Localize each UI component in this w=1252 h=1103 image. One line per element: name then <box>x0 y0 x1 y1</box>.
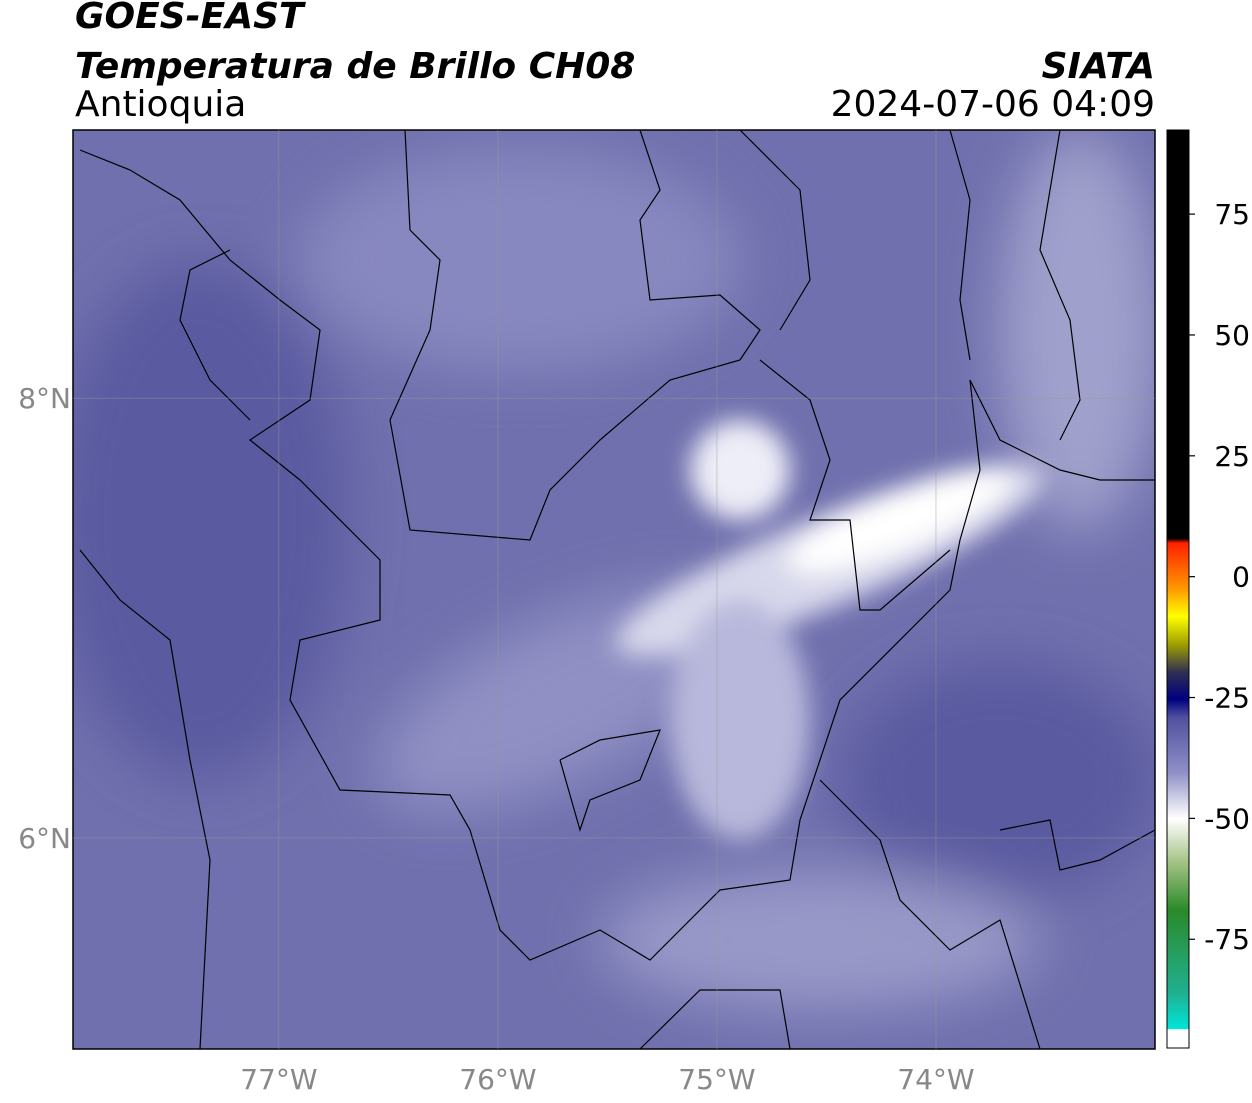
title: GOES-EAST <box>75 0 306 37</box>
map-image <box>73 130 1155 1049</box>
colorbar <box>1166 129 1190 1049</box>
colorbar-tick-label: -75 <box>1204 923 1250 956</box>
colorbar-tick-label: 0 <box>1232 561 1250 594</box>
colorbar-tick-label: 75 <box>1214 198 1250 231</box>
datetime: 2024-07-06 04:09 <box>831 84 1155 125</box>
subtitle: Temperatura de Brillo CH08 <box>75 46 635 87</box>
colorbar-tick-label: -50 <box>1204 802 1250 835</box>
x-tick-label: 74°W <box>897 1063 974 1096</box>
y-tick-label: 8°N <box>18 382 71 415</box>
x-tick-label: 77°W <box>240 1063 317 1096</box>
x-tick-label: 75°W <box>678 1063 755 1096</box>
y-tick-label: 6°N <box>18 822 71 855</box>
boundaries <box>79 130 1155 1049</box>
colorbar-tick-label: 25 <box>1214 440 1250 473</box>
colorbar-tick-label: -25 <box>1204 682 1250 715</box>
x-tick-label: 76°W <box>459 1063 536 1096</box>
region: Antioquia <box>75 84 246 125</box>
source: SIATA <box>1042 46 1155 87</box>
colorbar-tick-label: 50 <box>1214 319 1250 352</box>
map-frame <box>72 129 1156 1050</box>
